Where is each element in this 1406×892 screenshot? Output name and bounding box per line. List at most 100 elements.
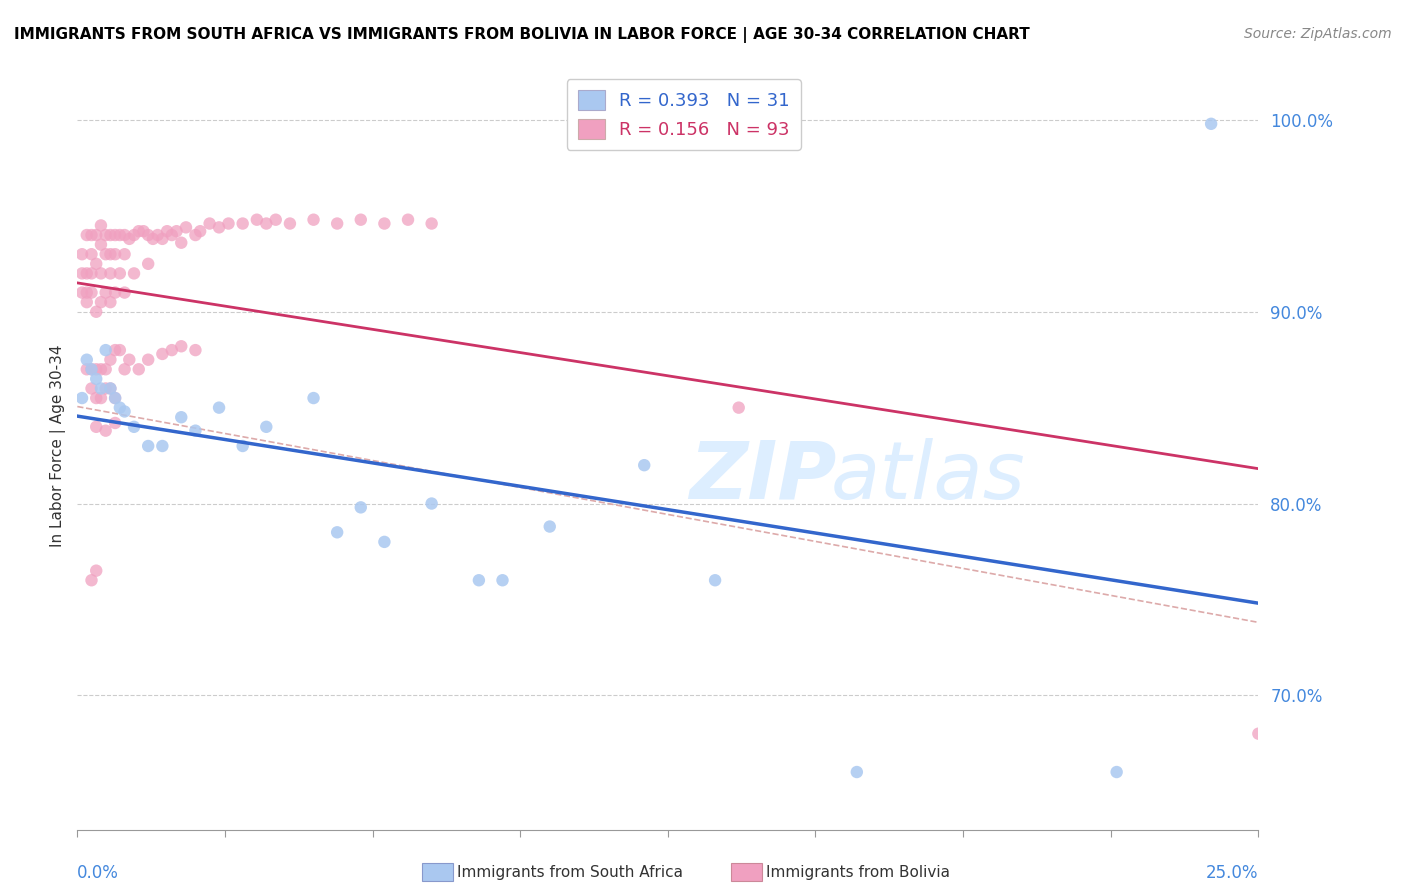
Point bbox=[80, 228, 103, 243]
Point bbox=[108, 266, 131, 280]
Point bbox=[90, 391, 112, 405]
Point bbox=[80, 573, 103, 587]
Point bbox=[70, 247, 93, 261]
Point bbox=[94, 285, 117, 300]
Point bbox=[232, 439, 254, 453]
Point bbox=[94, 343, 117, 357]
Point bbox=[208, 220, 231, 235]
Text: IMMIGRANTS FROM SOUTH AFRICA VS IMMIGRANTS FROM BOLIVIA IN LABOR FORCE | AGE 30-: IMMIGRANTS FROM SOUTH AFRICA VS IMMIGRAN… bbox=[14, 27, 1029, 43]
Point bbox=[420, 496, 443, 510]
Point bbox=[254, 420, 277, 434]
Point bbox=[170, 235, 193, 250]
Point bbox=[76, 295, 98, 310]
Point bbox=[278, 217, 301, 231]
Point bbox=[166, 224, 188, 238]
Point bbox=[302, 212, 325, 227]
Point bbox=[132, 224, 155, 238]
Point bbox=[170, 410, 193, 425]
Point bbox=[90, 237, 112, 252]
Point bbox=[142, 232, 165, 246]
Point bbox=[350, 212, 373, 227]
Point bbox=[114, 228, 136, 243]
Point bbox=[136, 228, 159, 243]
Point bbox=[76, 362, 98, 376]
Point bbox=[491, 573, 513, 587]
Point bbox=[80, 285, 103, 300]
Point bbox=[160, 228, 183, 243]
Point bbox=[84, 304, 107, 318]
Point bbox=[326, 217, 349, 231]
Point bbox=[704, 573, 727, 587]
Point bbox=[373, 217, 395, 231]
Point bbox=[84, 564, 107, 578]
Point bbox=[108, 343, 131, 357]
Point bbox=[94, 362, 117, 376]
Point bbox=[246, 212, 269, 227]
Point bbox=[108, 401, 131, 415]
Point bbox=[136, 257, 159, 271]
Point bbox=[90, 266, 112, 280]
Point bbox=[100, 247, 122, 261]
Point bbox=[80, 362, 103, 376]
Point bbox=[150, 347, 173, 361]
Point bbox=[100, 295, 122, 310]
Point bbox=[104, 391, 127, 405]
Point bbox=[1105, 764, 1128, 779]
Point bbox=[104, 228, 127, 243]
Point bbox=[633, 458, 655, 473]
Point bbox=[373, 534, 395, 549]
Point bbox=[94, 228, 117, 243]
Point bbox=[80, 266, 103, 280]
Text: Immigrants from Bolivia: Immigrants from Bolivia bbox=[766, 865, 950, 880]
Point bbox=[90, 362, 112, 376]
Point bbox=[100, 228, 122, 243]
Point bbox=[94, 424, 117, 438]
Point bbox=[94, 381, 117, 395]
Legend: R = 0.393   N = 31, R = 0.156   N = 93: R = 0.393 N = 31, R = 0.156 N = 93 bbox=[567, 79, 800, 150]
Point bbox=[128, 224, 150, 238]
Point bbox=[150, 232, 173, 246]
Point bbox=[350, 500, 373, 515]
Point bbox=[76, 352, 98, 367]
Point bbox=[84, 391, 107, 405]
Point bbox=[538, 519, 561, 533]
Point bbox=[104, 391, 127, 405]
Point bbox=[170, 339, 193, 353]
Point bbox=[326, 525, 349, 540]
Point bbox=[84, 257, 107, 271]
Text: atlas: atlas bbox=[831, 438, 1025, 516]
Point bbox=[76, 228, 98, 243]
Point bbox=[100, 352, 122, 367]
Point bbox=[727, 401, 749, 415]
Point bbox=[150, 439, 173, 453]
Point bbox=[302, 391, 325, 405]
Point bbox=[122, 266, 145, 280]
Text: 25.0%: 25.0% bbox=[1206, 864, 1258, 882]
Point bbox=[156, 224, 179, 238]
Point bbox=[198, 217, 221, 231]
Point bbox=[80, 381, 103, 395]
Point bbox=[396, 212, 419, 227]
Point bbox=[160, 343, 183, 357]
Point bbox=[104, 343, 127, 357]
Point bbox=[70, 285, 93, 300]
Point bbox=[136, 439, 159, 453]
Point bbox=[104, 247, 127, 261]
Point bbox=[1199, 117, 1222, 131]
Point bbox=[104, 285, 127, 300]
Point bbox=[80, 362, 103, 376]
Text: Immigrants from South Africa: Immigrants from South Africa bbox=[457, 865, 683, 880]
Point bbox=[146, 228, 169, 243]
Point bbox=[70, 391, 93, 405]
Point bbox=[1247, 726, 1270, 740]
Point bbox=[122, 420, 145, 434]
Point bbox=[100, 381, 122, 395]
Point bbox=[84, 420, 107, 434]
Point bbox=[232, 217, 254, 231]
Point bbox=[100, 381, 122, 395]
Point bbox=[208, 401, 231, 415]
Point bbox=[90, 295, 112, 310]
Point bbox=[70, 266, 93, 280]
Point bbox=[114, 362, 136, 376]
Point bbox=[218, 217, 240, 231]
